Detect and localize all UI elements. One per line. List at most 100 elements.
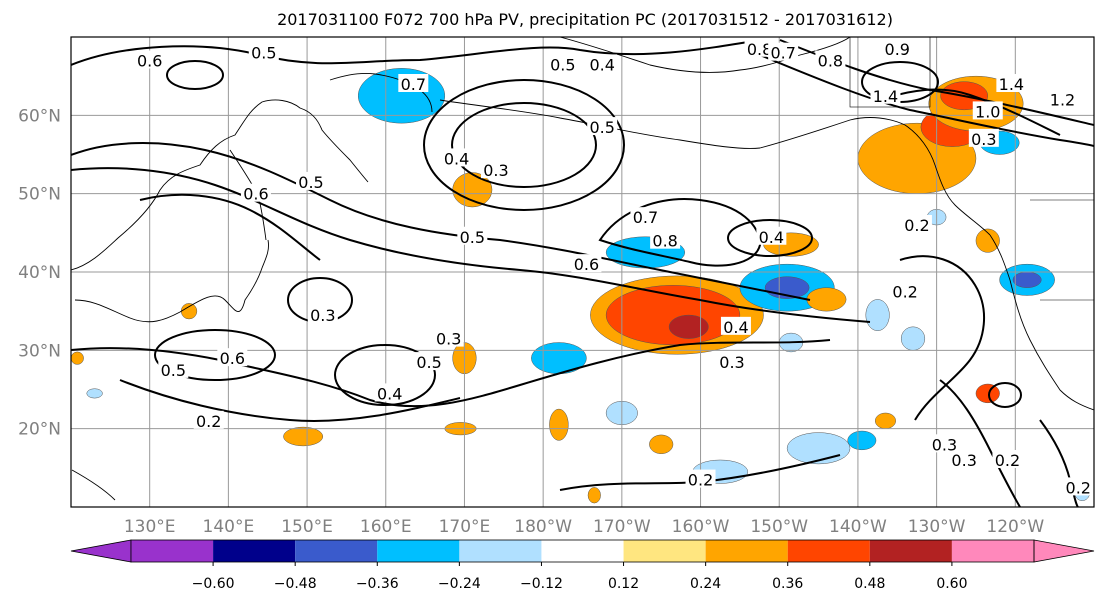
- contour-label-halo: [296, 171, 327, 190]
- precip-shaded-region: [668, 314, 709, 339]
- philippines-coastline: [71, 469, 116, 501]
- contour-label-halo: [685, 469, 716, 488]
- contour-label-halo: [441, 148, 472, 167]
- pv-contours: [71, 39, 1094, 507]
- precip-shaded-region: [71, 351, 84, 365]
- contour-label: 0.5: [416, 353, 441, 372]
- contour-label: 0.3: [719, 353, 744, 372]
- contour-label: 1.2: [1050, 91, 1075, 110]
- contour-label-halo: [717, 352, 748, 371]
- pv-contour-north: [71, 39, 761, 66]
- contour-label: 0.3: [483, 161, 508, 180]
- contour-label: 0.5: [460, 228, 485, 247]
- contour-label: 0.4: [377, 384, 402, 403]
- pv-contour-south-b: [119, 379, 461, 422]
- contour-label-halo: [720, 316, 751, 335]
- contour-label: 0.8: [652, 232, 677, 251]
- contour-label-halo: [756, 226, 787, 245]
- longitude-tick-label: 150°E: [281, 517, 333, 537]
- contour-label: 0.2: [892, 283, 917, 302]
- contour-label: 0.5: [550, 55, 575, 74]
- longitude-tick-label: 140°E: [203, 517, 255, 537]
- colorbar-tick-label: 0.24: [690, 576, 721, 592]
- contour-label-halo: [630, 207, 661, 226]
- contour-label: 0.8: [818, 52, 843, 71]
- contour-label-halo: [193, 410, 224, 429]
- north-america-coastline: [989, 234, 1094, 411]
- contour-label: 0.3: [932, 435, 957, 454]
- colorbar-segment: [459, 540, 542, 562]
- colorbar-segment: [131, 540, 214, 562]
- pv-contour-jet-c: [139, 193, 321, 261]
- colorbar-tick-label: −0.24: [438, 576, 481, 592]
- contour-label: 0.5: [161, 361, 186, 380]
- contour-label: 1.0: [975, 102, 1000, 121]
- map-frame: [70, 36, 1095, 508]
- contour-label: 0.5: [251, 44, 276, 63]
- longitude-tick-label: 180°W: [514, 517, 572, 537]
- country-borders: [1030, 199, 1094, 301]
- contour-label-halo: [134, 50, 165, 69]
- colorbar-tick-label: 0.36: [772, 576, 803, 592]
- colorbar-frame: [130, 539, 1035, 563]
- contour-label: 0.7: [633, 208, 658, 227]
- precip-shaded-region: [180, 303, 198, 320]
- contour-label: 0.4: [759, 228, 784, 247]
- contour-label-halo: [901, 215, 932, 233]
- pv-contour-jet-b: [71, 167, 871, 323]
- contour-label: 0.2: [196, 412, 221, 431]
- latitude-tick-label: 60°N: [18, 106, 61, 126]
- precip-shaded-region: [283, 426, 324, 447]
- colorbar-segment: [295, 540, 378, 562]
- pv-contour-ridge-c: [879, 88, 1061, 136]
- contour-label: 0.7: [401, 75, 426, 94]
- contour-label-halo: [587, 54, 618, 73]
- longitude-tick-label: 120°W: [986, 517, 1044, 537]
- contour-label: 0.6: [574, 255, 599, 274]
- contour-label-halo: [457, 226, 488, 245]
- asia-coastline: [71, 99, 369, 271]
- longitude-tick-label: 130°W: [908, 517, 966, 537]
- colorbar-segment: [541, 540, 624, 562]
- map-area: 0.6 0.50.70.5 0.40.80.7 0.80.91.41.21.41.00…: [71, 37, 1094, 507]
- pv-contour-loop-d: [154, 329, 276, 381]
- pv-contour-jet-a: [71, 142, 811, 301]
- precip-shaded-region: [549, 408, 569, 441]
- precip-shaded-region: [587, 487, 601, 504]
- contour-label: 0.2: [1066, 478, 1091, 497]
- precip-shaded-region: [874, 412, 896, 429]
- pv-contour-high: [451, 102, 597, 188]
- contour-label-halo: [996, 74, 1027, 92]
- colorbar-tick-label: −0.48: [274, 576, 317, 592]
- contour-label-halo: [571, 254, 602, 273]
- contour-label-halo: [815, 50, 846, 69]
- colorbar-segment: [787, 540, 870, 562]
- contour-label-halo: [650, 230, 681, 249]
- pv-contour-ridge-b: [759, 54, 1094, 147]
- contour-label: 1.4: [999, 75, 1024, 94]
- contour-label-halo: [240, 183, 271, 202]
- contour-label: 0.3: [310, 306, 335, 325]
- pv-contour-loop-e: [334, 344, 436, 406]
- contour-label-halo: [768, 42, 799, 61]
- pv-contour-loop-g: [988, 382, 1022, 408]
- colorbar-segment: [623, 540, 706, 562]
- contour-label: 0.6: [137, 52, 162, 71]
- precip-shaded-region: [86, 388, 103, 399]
- contour-label-halo: [217, 348, 248, 367]
- longitude-tick-labels: 130°E 140°E 150°E 160°E 170°E 180°W 170°W 160°W…: [124, 517, 1045, 537]
- contour-label-halo: [398, 74, 429, 92]
- contour-label-halo: [547, 54, 578, 73]
- longitude-tick-label: 130°E: [124, 517, 176, 537]
- colorbar-segment: [705, 540, 788, 562]
- colorbar-tick-label: −0.12: [520, 576, 563, 592]
- colorbar-segment: [951, 540, 1034, 562]
- precip-shaded-region: [531, 342, 587, 375]
- pv-contour-cutoff: [598, 198, 762, 267]
- precip-shaded-region: [1012, 271, 1042, 288]
- contour-label-halo: [414, 352, 445, 371]
- contour-label-halo: [1047, 89, 1078, 108]
- contour-label-halo: [972, 101, 1003, 120]
- contour-label: 1.4: [873, 87, 898, 106]
